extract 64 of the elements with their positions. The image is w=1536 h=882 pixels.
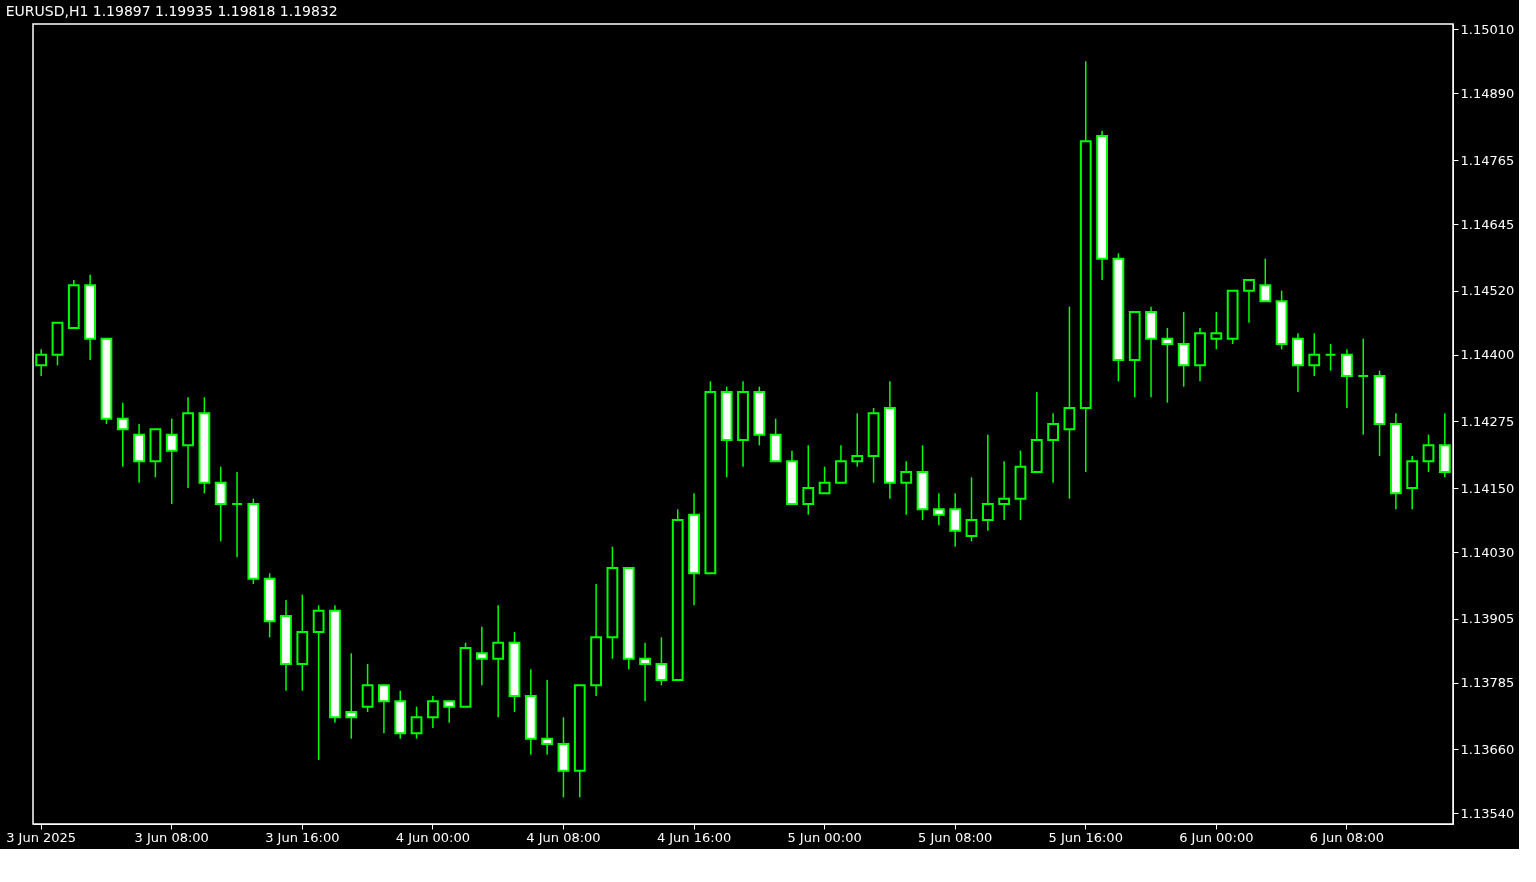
x-tick-label: 3 Jun 08:00 xyxy=(134,829,209,845)
x-tick-label: 4 Jun 00:00 xyxy=(395,829,471,845)
candlestick xyxy=(410,705,423,740)
y-tick-label: 1.15010 xyxy=(1460,21,1515,37)
x-tick-label: 6 Jun 08:00 xyxy=(1309,829,1385,845)
candlestick xyxy=(1259,257,1272,303)
candlestick xyxy=(361,663,374,713)
candlestick xyxy=(1422,433,1435,473)
x-tick-label: 5 Jun 16:00 xyxy=(1048,829,1123,845)
candlestick xyxy=(1308,332,1321,377)
candlestick xyxy=(818,465,831,495)
candlestick xyxy=(851,412,864,468)
x-tick-label: 3 Jun 16:00 xyxy=(265,829,340,845)
candlestick xyxy=(639,641,651,703)
candlestick xyxy=(998,460,1011,521)
candlestick xyxy=(312,604,325,761)
candlestick xyxy=(1210,311,1223,351)
y-tick-label: 1.13540 xyxy=(1460,805,1515,821)
x-tick-label: 5 Jun 08:00 xyxy=(918,829,993,845)
candlestick xyxy=(655,636,668,687)
candlestick xyxy=(900,460,913,516)
candlestick xyxy=(345,652,358,740)
candlestick xyxy=(1047,412,1060,484)
y-tick-label: 1.14150 xyxy=(1460,480,1515,496)
y-tick-label: 1.14030 xyxy=(1460,544,1515,560)
candlestick xyxy=(443,700,456,724)
candlestick xyxy=(378,684,390,735)
candlestick xyxy=(35,348,48,377)
candlestick xyxy=(492,604,505,719)
candlestick xyxy=(214,465,227,543)
x-tick-label: 4 Jun 08:00 xyxy=(526,829,601,845)
candlestick xyxy=(1341,348,1353,409)
candlestick xyxy=(475,625,488,687)
y-tick-label: 1.13785 xyxy=(1460,675,1515,691)
candlestick xyxy=(165,417,178,505)
candlestick xyxy=(949,492,962,548)
candlestick xyxy=(802,444,815,516)
y-tick-label: 1.14400 xyxy=(1460,347,1515,363)
candlestick xyxy=(1063,305,1076,500)
candlestick xyxy=(116,401,129,468)
x-tick-label: 5 Jun 00:00 xyxy=(787,829,862,845)
chart-title: EURUSD,H1 1.19897 1.19935 1.19818 1.19832 xyxy=(5,3,338,20)
x-tick-label: 4 Jun 16:00 xyxy=(656,829,732,845)
x-tick-label: 6 Jun 00:00 xyxy=(1179,829,1254,845)
candlestick xyxy=(932,492,945,527)
candlestick xyxy=(981,433,994,532)
candlestick xyxy=(541,679,554,756)
candlestick xyxy=(231,471,243,559)
y-tick-label: 1.14520 xyxy=(1460,283,1515,299)
y-tick-label: 1.13905 xyxy=(1460,611,1515,627)
y-tick-label: 1.14765 xyxy=(1460,152,1515,168)
candlestick xyxy=(426,695,439,729)
y-tick-label: 1.14275 xyxy=(1460,413,1515,429)
candlestick xyxy=(1243,279,1255,324)
candlestick xyxy=(1357,337,1370,436)
candlestick xyxy=(835,444,847,484)
y-tick-label: 1.14645 xyxy=(1460,216,1515,232)
candlestick xyxy=(1324,343,1337,372)
candlestick xyxy=(1161,327,1174,404)
y-tick-label: 1.14890 xyxy=(1460,85,1515,101)
x-tick-label: 3 Jun 2025 xyxy=(6,829,77,845)
y-tick-label: 1.13660 xyxy=(1460,741,1515,757)
candlestick xyxy=(1177,311,1190,388)
candlestick xyxy=(965,476,978,543)
